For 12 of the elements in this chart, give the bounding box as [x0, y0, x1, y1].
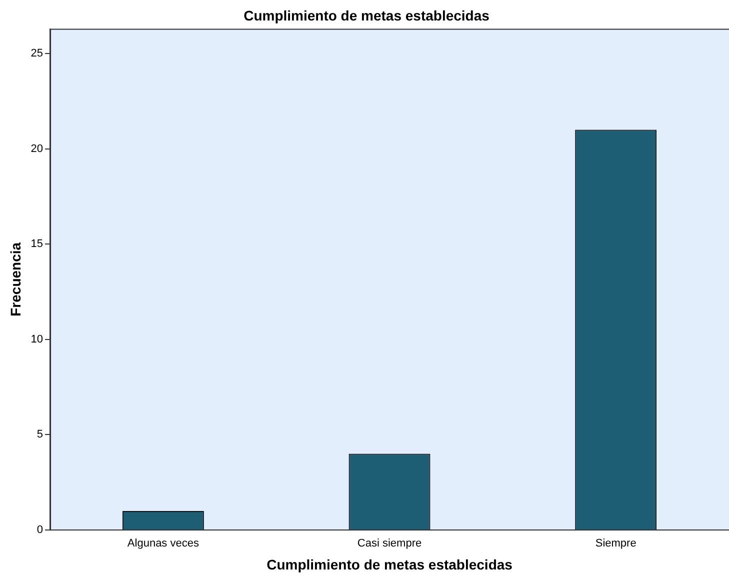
y-tick-label: 20: [30, 142, 44, 155]
x-tick-label: Algunas veces: [127, 538, 200, 550]
x-tick-label: Casi siempre: [357, 538, 422, 550]
x-axis-title: Cumplimiento de metas establecidas: [266, 556, 513, 572]
y-tick-label: 5: [36, 428, 44, 441]
y-tick-label: 0: [36, 524, 44, 536]
y-tick-label: 15: [30, 238, 44, 250]
y-axis-title: Frecuencia: [7, 242, 24, 316]
x-tick-label: Siempre: [595, 538, 636, 550]
chart-title: Cumplimiento de metas establecidas: [244, 7, 490, 24]
y-tick-label: 25: [30, 48, 44, 60]
y-tick-label: 10: [30, 333, 44, 346]
